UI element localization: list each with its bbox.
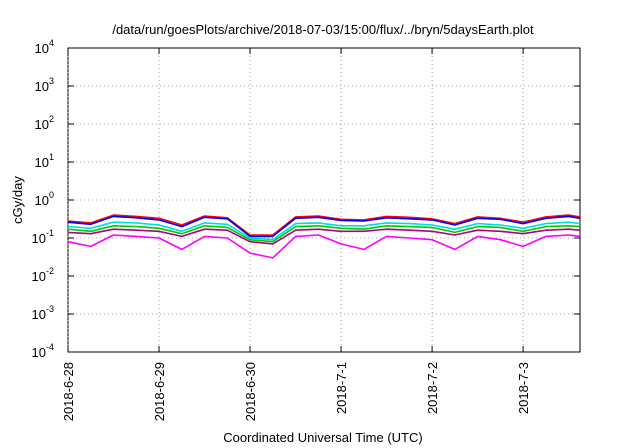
- y-tick-label: 102: [35, 114, 54, 132]
- series-line: [67, 214, 581, 236]
- x-axis: 2018-6-28 2018-6-29 2018-6-30 2018-7-1 2018-…: [61, 48, 531, 421]
- x-tick-label: 2018-7-1: [334, 362, 349, 414]
- x-tick-label: 2018-7-3: [516, 362, 531, 414]
- y-tick-label: 10-3: [32, 304, 54, 322]
- x-tick-label: 2018-7-2: [425, 362, 440, 414]
- chart-title: /data/run/goesPlots/archive/2018-07-03/1…: [112, 22, 534, 37]
- y-tick-label: 101: [35, 152, 54, 170]
- y-tick-label: 100: [35, 190, 54, 208]
- y-tick-label: 104: [35, 38, 54, 56]
- series-group: [67, 214, 581, 259]
- series-line: [67, 215, 581, 238]
- x-tick-label: 2018-6-29: [152, 362, 167, 421]
- y-tick-label: 10-4: [32, 342, 54, 360]
- y-axis-label: cGy/day: [10, 176, 25, 224]
- x-tick-label: 2018-6-28: [61, 362, 76, 421]
- y-tick-label: 10-1: [32, 228, 54, 246]
- y-axis: 10-4 10-3 10-2 10-1 100 101 102 103 104: [32, 38, 580, 360]
- y-tick-label: 103: [35, 76, 54, 94]
- series-line: [67, 225, 581, 243]
- series-line: [67, 228, 581, 245]
- series-line: [67, 234, 581, 259]
- x-tick-label: 2018-6-30: [243, 362, 258, 421]
- y-tick-label: 10-2: [32, 266, 54, 284]
- series-line: [67, 221, 581, 241]
- x-axis-label: Coordinated Universal Time (UTC): [223, 430, 422, 445]
